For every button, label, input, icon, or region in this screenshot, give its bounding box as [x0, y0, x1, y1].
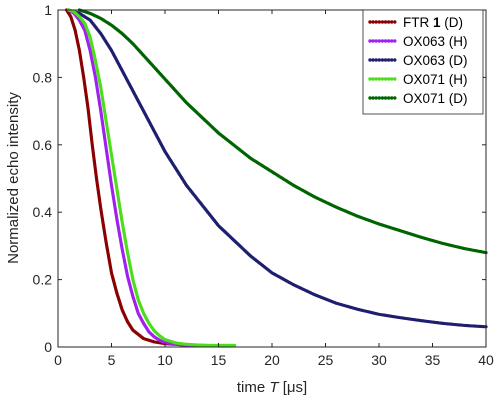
series-ox071-h — [67, 8, 237, 347]
y-axis-label: Normalized echo intensity — [5, 92, 22, 264]
y-tick-label: 0.2 — [33, 272, 53, 288]
legend: FTR 1 (D) OX063 (H) OX063 (D) OX071 (H) OX07… — [362, 9, 484, 115]
legend-label-prefix: OX063 (D) — [403, 53, 468, 68]
legend-marker — [371, 58, 375, 62]
legend-marker — [386, 58, 391, 62]
legend-item: OX071 (D) — [368, 91, 468, 106]
legend-item: FTR 1 (D) — [368, 15, 463, 30]
x-tick-label: 20 — [264, 352, 280, 368]
x-axis-label-prefix: time — [237, 379, 270, 396]
legend-marker — [368, 77, 372, 81]
legend-marker — [390, 58, 394, 62]
legend-marker — [383, 58, 388, 62]
series-ox071-d — [77, 8, 488, 255]
legend-marker — [377, 39, 381, 43]
legend-marker — [383, 39, 388, 43]
legend-marker — [371, 77, 375, 81]
x-tick-label: 35 — [425, 352, 441, 368]
legend-item: OX063 (D) — [368, 53, 468, 68]
legend-marker — [377, 77, 381, 81]
legend-label-suffix: (D) — [441, 15, 464, 30]
legend-marker — [386, 96, 391, 100]
x-axis-label: time T [μs] — [237, 379, 307, 396]
legend-marker — [368, 39, 372, 43]
legend-marker — [383, 96, 388, 100]
x-tick-label: 40 — [478, 352, 494, 368]
legend-marker — [377, 96, 381, 100]
legend-marker — [371, 20, 375, 24]
legend-marker — [374, 39, 378, 43]
legend-marker — [393, 39, 397, 43]
legend-marker — [380, 39, 385, 43]
legend-marker — [390, 20, 394, 24]
y-tick-label: 0 — [44, 339, 52, 355]
legend-item: OX063 (H) — [368, 34, 468, 49]
y-tick-label: 0.8 — [33, 69, 53, 85]
legend-marker — [386, 20, 391, 24]
legend-marker — [390, 39, 394, 43]
legend-label: FTR 1 (D) — [403, 15, 463, 30]
y-tick-label: 0.6 — [33, 137, 53, 153]
legend-marker — [380, 20, 385, 24]
legend-marker — [393, 77, 397, 81]
legend-marker — [380, 77, 385, 81]
legend-marker — [386, 39, 391, 43]
legend-marker — [368, 20, 372, 24]
legend-marker — [383, 77, 388, 81]
legend-marker — [368, 58, 372, 62]
x-axis-label-symbol: T — [269, 379, 280, 396]
legend-marker — [393, 96, 397, 100]
legend-label: OX071 (H) — [403, 72, 468, 87]
legend-marker — [377, 58, 381, 62]
x-tick-label: 10 — [157, 352, 173, 368]
legend-marker — [393, 20, 397, 24]
legend-marker — [393, 58, 397, 62]
legend-label: OX063 (D) — [403, 53, 468, 68]
x-tick-label: 25 — [318, 352, 334, 368]
series-ox063-h — [67, 8, 237, 348]
x-tick-label: 0 — [54, 352, 62, 368]
y-tick-label: 0.4 — [33, 204, 53, 220]
legend-marker — [371, 96, 375, 100]
legend-label-prefix: OX071 (H) — [403, 72, 468, 87]
legend-label: OX063 (H) — [403, 34, 468, 49]
legend-label-prefix: FTR — [403, 15, 433, 30]
tick-layer: 0 5 10 15 20 25 30 35 40 0 0.2 0.4 0.6 0.8 1 — [33, 2, 494, 368]
legend-marker — [380, 96, 385, 100]
legend-marker — [380, 58, 385, 62]
x-tick-label: 15 — [211, 352, 227, 368]
y-tick-label: 1 — [44, 2, 52, 18]
x-axis-label-unit: [μs] — [283, 379, 307, 396]
legend-marker — [374, 58, 378, 62]
legend-marker — [383, 20, 388, 24]
legend-marker — [374, 96, 378, 100]
legend-marker — [390, 96, 394, 100]
data-point — [232, 343, 237, 347]
series-ox063-d — [67, 8, 488, 329]
legend-marker — [374, 77, 378, 81]
legend-marker — [377, 20, 381, 24]
x-tick-label: 5 — [108, 352, 116, 368]
x-tick-label: 30 — [371, 352, 387, 368]
legend-label-bold: 1 — [433, 15, 441, 30]
legend-marker — [368, 96, 372, 100]
legend-marker — [374, 20, 378, 24]
legend-marker — [386, 77, 391, 81]
legend-marker — [390, 77, 394, 81]
legend-item: OX071 (H) — [368, 72, 468, 87]
legend-label: OX071 (D) — [403, 91, 468, 106]
legend-label-prefix: OX071 (D) — [403, 91, 468, 106]
legend-marker — [371, 39, 375, 43]
legend-label-prefix: OX063 (H) — [403, 34, 468, 49]
